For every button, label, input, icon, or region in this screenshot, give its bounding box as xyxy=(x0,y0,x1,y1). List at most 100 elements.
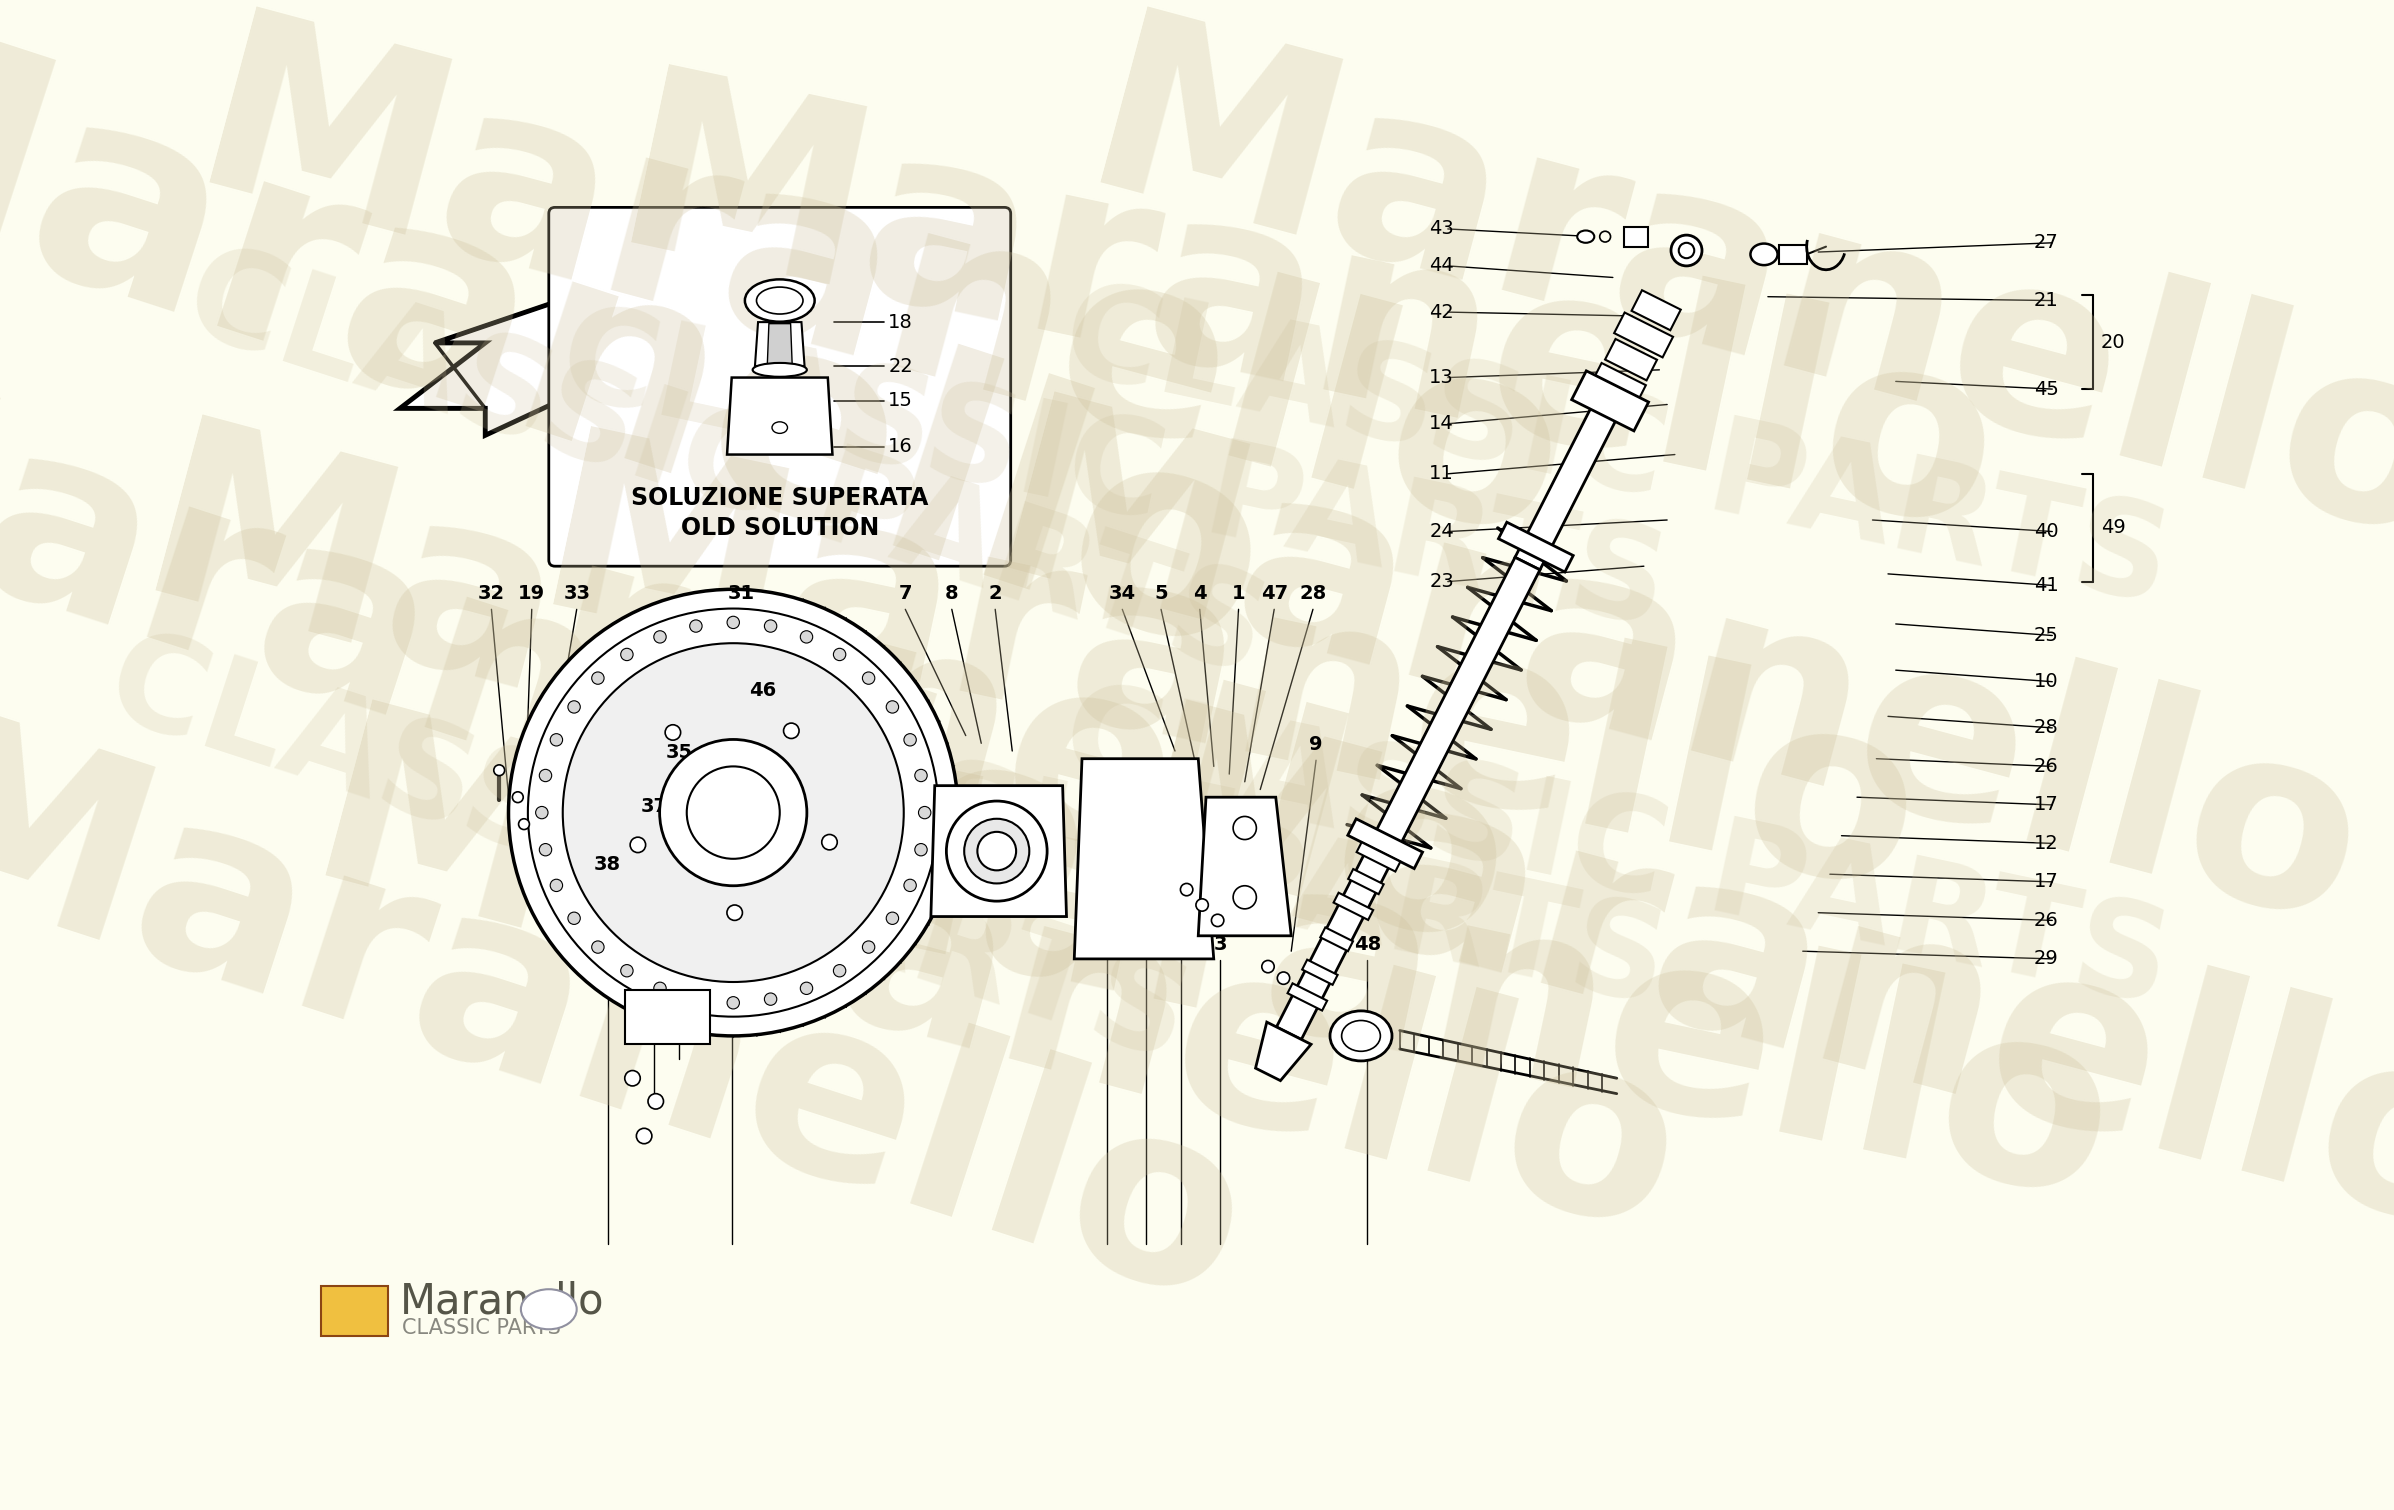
Polygon shape xyxy=(728,378,833,455)
Text: 12: 12 xyxy=(2035,834,2059,853)
Text: 26: 26 xyxy=(2035,911,2059,930)
Text: 34: 34 xyxy=(1108,584,1135,602)
Ellipse shape xyxy=(1750,243,1779,266)
Text: 30: 30 xyxy=(1094,858,1120,877)
Text: Ferrari: Ferrari xyxy=(333,1305,373,1317)
Circle shape xyxy=(539,769,551,782)
Circle shape xyxy=(946,800,1046,901)
Circle shape xyxy=(783,723,800,738)
Text: 33: 33 xyxy=(563,584,591,602)
Ellipse shape xyxy=(1331,1010,1391,1062)
Circle shape xyxy=(493,766,505,776)
Text: MASERATI: MASERATI xyxy=(522,1302,577,1312)
Circle shape xyxy=(654,982,666,995)
Circle shape xyxy=(536,806,548,818)
Text: 47: 47 xyxy=(1262,584,1288,602)
Polygon shape xyxy=(1319,927,1353,951)
Circle shape xyxy=(620,965,632,977)
Circle shape xyxy=(833,965,845,977)
Circle shape xyxy=(800,982,812,995)
Polygon shape xyxy=(768,323,792,364)
Polygon shape xyxy=(1302,960,1338,985)
Text: CLASSIC PARTS: CLASSIC PARTS xyxy=(1053,272,2181,630)
Text: 8: 8 xyxy=(946,584,958,602)
Text: 4: 4 xyxy=(1192,584,1207,602)
Circle shape xyxy=(1211,914,1223,927)
Text: 22: 22 xyxy=(888,356,912,376)
Polygon shape xyxy=(321,1287,388,1336)
Text: Maranello: Maranello xyxy=(596,56,2016,584)
Circle shape xyxy=(687,767,780,859)
Circle shape xyxy=(915,844,926,856)
Text: Maranello: Maranello xyxy=(172,0,1587,595)
Circle shape xyxy=(563,643,905,982)
Text: 5: 5 xyxy=(1154,584,1168,602)
Polygon shape xyxy=(1357,843,1400,871)
Circle shape xyxy=(977,832,1015,870)
Circle shape xyxy=(800,631,812,643)
Polygon shape xyxy=(931,785,1065,917)
Circle shape xyxy=(1180,883,1192,895)
Text: 29: 29 xyxy=(2035,950,2059,968)
Text: 21: 21 xyxy=(2035,291,2059,310)
Text: 17: 17 xyxy=(2035,873,2059,891)
Text: Maranello: Maranello xyxy=(713,726,2133,1253)
Circle shape xyxy=(862,941,874,953)
Text: 6: 6 xyxy=(1175,897,1187,915)
Circle shape xyxy=(666,725,680,740)
Polygon shape xyxy=(1276,838,1398,1039)
Text: Maranello: Maranello xyxy=(120,406,1535,1003)
Circle shape xyxy=(508,589,958,1036)
Text: 38: 38 xyxy=(594,855,622,874)
Circle shape xyxy=(862,672,874,684)
Text: Maranello: Maranello xyxy=(290,692,1705,1288)
Text: 25: 25 xyxy=(2033,627,2059,645)
Text: 31: 31 xyxy=(728,584,754,602)
Ellipse shape xyxy=(1578,231,1594,243)
Polygon shape xyxy=(1254,1022,1312,1081)
Text: 39: 39 xyxy=(1132,897,1159,915)
Text: Maranello: Maranello xyxy=(0,0,1298,719)
Text: 15: 15 xyxy=(888,391,912,411)
Text: Maranello: Maranello xyxy=(1063,0,2394,595)
Text: Maranello: Maranello xyxy=(519,418,1939,945)
Circle shape xyxy=(620,648,632,660)
Text: CLASSIC PARTS: CLASSIC PARTS xyxy=(170,231,1281,701)
Circle shape xyxy=(764,621,776,633)
Text: Maranello: Maranello xyxy=(400,1280,606,1323)
Circle shape xyxy=(728,904,742,921)
Text: 17: 17 xyxy=(2035,796,2059,814)
Ellipse shape xyxy=(771,421,788,433)
Circle shape xyxy=(567,912,579,924)
Polygon shape xyxy=(1604,338,1657,381)
Circle shape xyxy=(591,672,603,684)
Polygon shape xyxy=(1633,290,1681,331)
Text: 32: 32 xyxy=(479,584,505,602)
Text: CLASSIC PARTS: CLASSIC PARTS xyxy=(402,1318,560,1338)
Text: 49: 49 xyxy=(2102,518,2126,538)
Circle shape xyxy=(886,701,898,713)
Circle shape xyxy=(551,734,563,746)
Text: 23: 23 xyxy=(1429,572,1453,590)
FancyBboxPatch shape xyxy=(548,207,1010,566)
Text: Maranello: Maranello xyxy=(0,328,1118,991)
Circle shape xyxy=(654,631,666,643)
Text: 45: 45 xyxy=(2033,379,2059,399)
Polygon shape xyxy=(1626,228,1647,246)
Polygon shape xyxy=(754,322,804,365)
Polygon shape xyxy=(1075,758,1214,959)
Circle shape xyxy=(965,818,1029,883)
Circle shape xyxy=(689,994,701,1006)
Text: 9: 9 xyxy=(1310,735,1324,753)
Text: 44: 44 xyxy=(1429,257,1453,275)
Text: 2: 2 xyxy=(989,584,1003,602)
Text: 16: 16 xyxy=(888,438,912,456)
Circle shape xyxy=(833,648,845,660)
Text: 11: 11 xyxy=(1429,464,1453,483)
Text: 3: 3 xyxy=(1214,935,1226,954)
Text: 46: 46 xyxy=(749,681,776,701)
Polygon shape xyxy=(1348,870,1384,894)
Polygon shape xyxy=(1779,245,1807,264)
Text: 35: 35 xyxy=(666,743,692,761)
Polygon shape xyxy=(1333,892,1374,920)
